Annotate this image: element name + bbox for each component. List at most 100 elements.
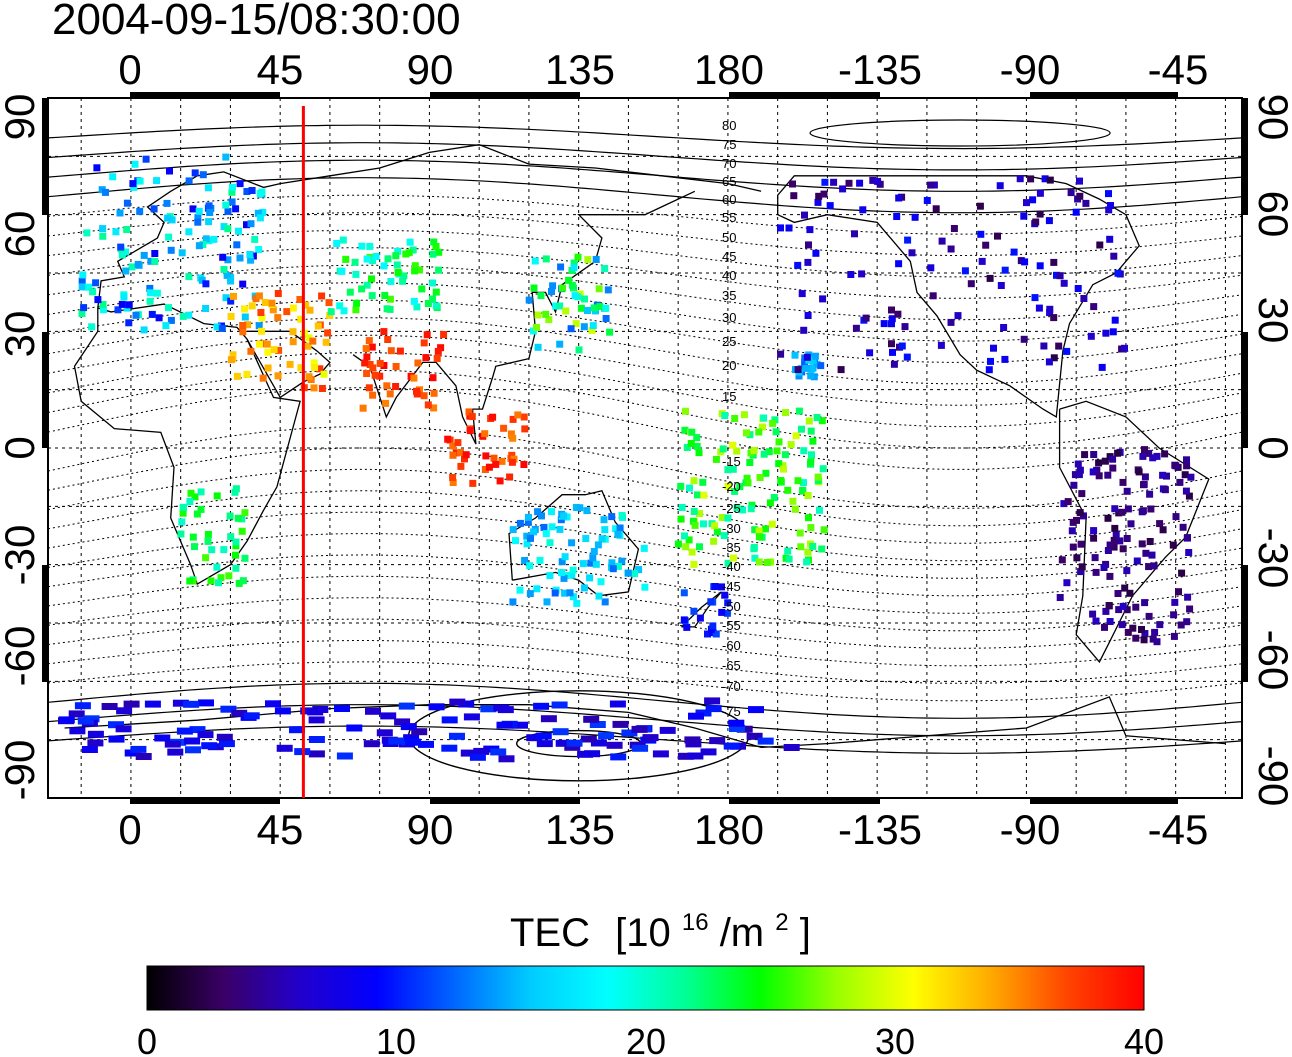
tec-pixel [874,177,882,185]
tec-pixel [718,514,726,521]
tec-pixel [582,535,590,542]
tec-pixel [263,340,271,348]
tec-pixel [790,192,798,200]
tec-pixel [232,551,239,559]
top-lon-label: -45 [1148,46,1209,93]
tec-pixel [256,214,264,222]
tec-pixel [1021,258,1029,266]
tec-pixel [231,709,248,717]
geomagnetic-contour [47,387,1243,470]
tec-pixel [562,307,570,315]
tec-pixel [365,707,381,715]
tec-pixel [683,623,691,631]
tec-pixel [568,539,576,547]
tec-pixel [805,241,812,249]
tec-pixel [690,560,698,568]
tec-pixel [151,250,159,257]
tec-pixel [704,630,711,638]
tec-pixel [530,284,538,292]
tec-pixel [1090,303,1098,311]
tec-pixel [247,256,255,264]
tec-pixel [898,342,906,350]
tec-pixel [700,748,717,756]
bottom-lon-label: 0 [118,806,141,853]
tec-pixel [777,224,784,232]
tec-pixel [947,245,955,253]
tec-pixel [468,413,476,421]
tec-pixel [594,541,602,549]
tec-pixel [229,183,236,191]
tec-pixel [635,566,643,574]
tec-pixel [689,517,697,525]
contour-label: -50 [722,599,741,614]
tec-pixel [609,565,617,573]
tec-pixel [185,746,201,754]
tec-pixel [538,512,545,520]
contour-labels-north: 80 75 70 65 60 55 50 45 40 35 30 25 20 1… [722,118,736,404]
tec-pixel [172,699,189,707]
tec-pixel [530,528,538,536]
tec-pixel [125,301,133,309]
tec-pixel [508,451,516,459]
timestamp-title: 2004-09-15/08:30:00 [52,0,461,44]
tec-pixel [1106,572,1114,580]
tec-pixel [243,221,250,229]
tec-pixel [239,577,247,585]
tec-pixel [1106,618,1114,625]
tec-pixel [740,411,748,419]
tec-pixel [289,726,305,734]
tec-pixel [1159,471,1167,479]
tec-pixel [202,235,210,243]
tec-pixel [1046,305,1054,313]
tec-pixel [888,315,896,323]
tec-pixel [710,537,718,545]
tec-pixel [1020,212,1028,220]
tec-pixel [535,732,552,740]
tec-pixel [990,344,997,352]
tec-pixel [376,359,384,367]
tec-pixel [1087,332,1095,340]
tec-pixel [1089,610,1097,618]
tec-pixel [118,300,126,308]
tec-pixel [125,319,133,327]
tec-pixel [1074,460,1082,468]
tec-pixel [1090,534,1098,542]
bottom-lon-label: -45 [1148,806,1209,853]
tec-pixel [1078,490,1086,498]
right-lat-label: -90 [1250,746,1292,807]
tec-pixel [241,305,249,313]
tec-pixel [147,257,155,265]
tec-pixel [402,250,410,258]
tec-pixel [533,323,540,331]
tec-pixel [783,744,800,751]
contour-label: 65 [722,174,736,189]
tec-pixel [1145,612,1153,620]
tec-pixel [69,727,86,735]
tec-pixel [130,745,147,753]
tec-pixel [677,482,685,490]
tec-pixel [217,574,225,582]
tec-pixel [1000,324,1008,331]
tec-pixel [123,226,131,233]
tec-pixel [1183,618,1191,626]
tec-pixel [801,211,808,219]
tec-pixel [575,346,583,354]
tec-pixel [618,512,626,519]
tec-pixel [514,411,522,419]
contour-label: 15 [722,389,736,404]
tec-pixel [693,434,701,442]
tec-pixel [1110,252,1118,260]
tec-pixel [204,184,212,192]
tec-pixel [1123,567,1131,575]
tec-pixel [606,741,623,749]
tec-pixel [213,492,221,500]
tec-pixel [880,320,888,328]
tec-pixel [813,414,821,421]
tec-pixel [795,372,803,380]
tec-pixel [1078,563,1086,571]
tec-pixel [927,264,935,272]
tec-pixel [755,428,763,436]
tec-pixel [614,562,622,570]
tec-pixel [420,392,428,400]
tec-pixel [769,419,777,427]
